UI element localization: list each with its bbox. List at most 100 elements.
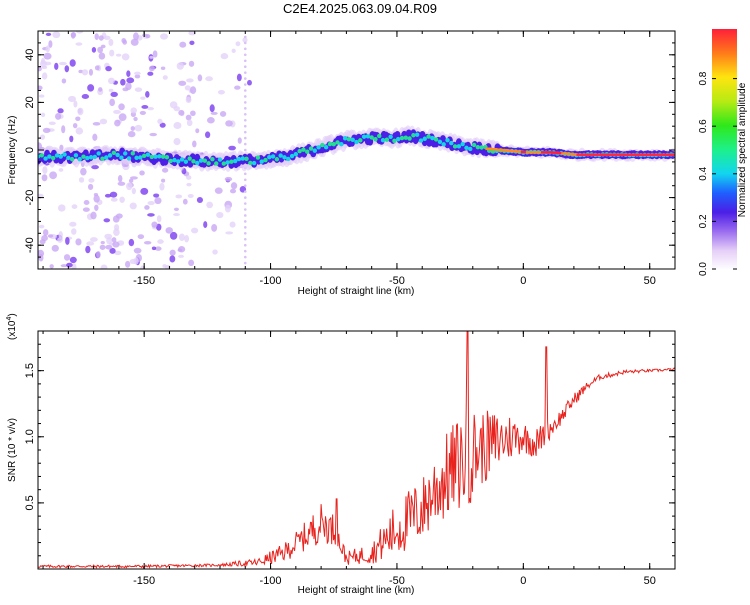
colorbar-tick-label: 0.6 (698, 119, 709, 133)
noise-dot (39, 134, 46, 140)
noise-dot (140, 187, 149, 195)
noise-dot (243, 130, 247, 134)
ridge-peak (126, 156, 132, 161)
noise-dot (178, 246, 186, 253)
ridge-peak (350, 137, 355, 142)
noise-dot (39, 224, 45, 229)
ridge-peak (141, 153, 147, 159)
ridge-peak (62, 152, 67, 157)
noise-dot (243, 202, 247, 205)
noise-dot (243, 124, 247, 128)
ridge-max (505, 149, 513, 153)
ridge-peak (384, 137, 390, 142)
noise-dot (134, 124, 143, 132)
noise-dot (118, 103, 125, 111)
ridge-max (576, 153, 584, 157)
noise-dot (137, 234, 145, 240)
ridge-max (586, 153, 594, 157)
chart-title: C2E4.2025.063.09.04.R09 (283, 1, 437, 16)
ridge-peak (232, 158, 238, 164)
ridge-max (561, 152, 569, 155)
noise-dot (129, 176, 138, 180)
noise-dot (109, 191, 118, 198)
noise-dot (247, 79, 252, 86)
noise-dot (80, 167, 87, 176)
ridge-peak (221, 161, 226, 166)
noise-dot (191, 227, 199, 234)
ridge-peak (104, 155, 109, 160)
ridge-peak (433, 137, 439, 142)
colorbar-label: Normalized spectral amplitude (737, 82, 748, 217)
noise-dot (77, 107, 84, 116)
ridge-max (571, 153, 579, 156)
spectrogram-image (38, 31, 675, 269)
ridge-peak (47, 154, 52, 159)
noise-dot (129, 202, 137, 210)
x-tick-label: -50 (389, 275, 405, 287)
snr-line (38, 331, 675, 569)
ridge-peak (373, 137, 378, 142)
snr-ylabel: SNR (10 * v/v) (7, 418, 18, 482)
noise-dot (64, 65, 70, 73)
ridge-peak (377, 133, 382, 139)
ridge-peak (456, 144, 462, 149)
noise-dot (243, 249, 247, 253)
noise-dot (71, 228, 77, 235)
noise-dot (58, 168, 64, 172)
ridge-peak (301, 147, 306, 152)
noise-dot (75, 127, 84, 135)
noise-dot (113, 109, 121, 114)
ridge-peak (323, 144, 329, 150)
ridge-max (637, 153, 645, 157)
ridge-peak (107, 153, 113, 158)
noise-dot (91, 164, 99, 170)
noise-dot (90, 211, 97, 220)
noise-dot (118, 113, 127, 121)
noise-dot (128, 178, 134, 183)
noise-dot (148, 65, 155, 72)
noise-dot (130, 126, 136, 131)
ridge-peak (164, 155, 170, 160)
noise-dot (40, 60, 47, 68)
ridge-peak (198, 158, 204, 163)
colorbar-tick-label: 0.4 (698, 166, 709, 180)
ridge-max (626, 153, 634, 157)
ridge-max (652, 153, 660, 157)
noise-dot (225, 231, 234, 235)
ridge-peak (130, 151, 135, 156)
ridge-peak (305, 149, 310, 154)
snr-series (38, 331, 675, 569)
ridge-peak (426, 134, 431, 139)
ridge-peak (134, 155, 139, 161)
ridge-peak (214, 161, 219, 166)
noise-dot (160, 33, 168, 40)
ridge-max (515, 150, 523, 153)
noise-dot (100, 264, 108, 269)
ridge-peak (77, 156, 82, 162)
noise-dot (243, 95, 247, 98)
noise-dot (214, 187, 223, 194)
noise-dot (99, 244, 106, 250)
x-tick-label: 50 (644, 275, 656, 287)
ridge-peak (43, 156, 48, 161)
ridge-peak (39, 153, 44, 158)
noise-dot (134, 74, 141, 79)
ridge-peak (145, 152, 151, 157)
noise-dot (243, 226, 247, 229)
snr-multiplier-base: (x10 (7, 320, 18, 340)
noise-dot (41, 174, 48, 182)
noise-dot (69, 59, 76, 67)
noise-dot (243, 184, 247, 187)
noise-dot (196, 197, 203, 204)
x-tick-label: 0 (520, 575, 526, 587)
ridge-peak (183, 159, 189, 164)
ridge-peak (441, 142, 446, 147)
ridge-peak (452, 144, 458, 149)
noise-dot (114, 250, 122, 256)
noise-dot (243, 59, 247, 63)
noise-dot (176, 62, 184, 70)
noise-dot (169, 249, 176, 256)
noise-dot (97, 46, 104, 54)
noise-dot (169, 231, 178, 240)
ridge-peak (388, 134, 393, 139)
